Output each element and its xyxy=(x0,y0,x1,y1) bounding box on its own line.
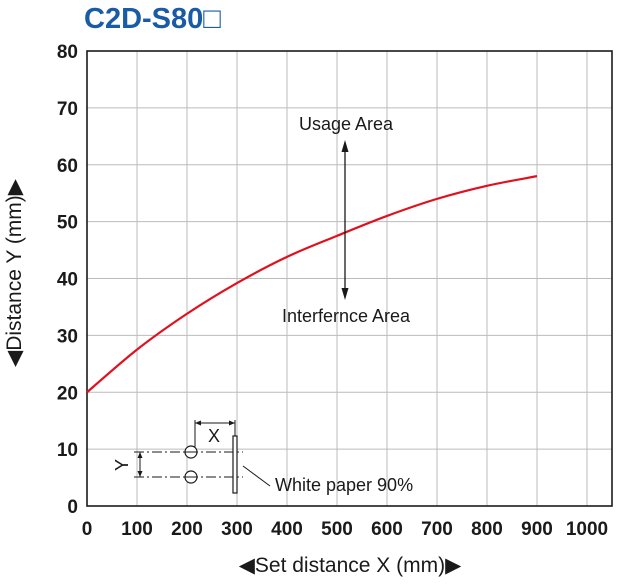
y-tick-label: 10 xyxy=(57,440,78,461)
chart-title: C2D-S80□ xyxy=(84,3,221,35)
y-tick-label: 70 xyxy=(57,99,78,120)
grid xyxy=(87,51,612,506)
arrow-down-small-icon xyxy=(137,471,143,477)
x-tick-label: 900 xyxy=(521,519,553,540)
y-tick-label: 30 xyxy=(57,326,78,347)
plot-frame xyxy=(86,50,613,507)
double-arrow xyxy=(341,140,349,300)
x-tick-label: 1000 xyxy=(566,519,608,540)
inset-x-label: X xyxy=(208,426,220,446)
arrow-down-icon xyxy=(341,288,349,300)
arrow-left-icon xyxy=(195,420,201,426)
x-axis-label: ◀Set distance X (mm)▶ xyxy=(239,554,462,577)
x-tick-label: 700 xyxy=(421,519,453,540)
interference-area-label: Interfernce Area xyxy=(282,306,411,326)
y-tick-labels: 0 10 20 30 40 50 60 70 80 xyxy=(57,42,78,518)
series-layer xyxy=(86,175,538,394)
y-tick-label: 20 xyxy=(57,383,78,404)
inset-y-label: Y xyxy=(112,459,132,471)
y-tick-label: 50 xyxy=(57,213,78,234)
x-tick-label: 300 xyxy=(221,519,253,540)
x-tick-labels: 0 100 200 300 400 500 600 700 800 900 1000 xyxy=(82,519,608,540)
x-tick-label: 800 xyxy=(471,519,503,540)
inset-diagram: X Y White paper 90% xyxy=(112,420,413,495)
x-tick-label: 600 xyxy=(371,519,403,540)
x-tick-label: 500 xyxy=(321,519,353,540)
paper-leader-line xyxy=(242,465,271,487)
y-tick-label: 0 xyxy=(67,497,78,518)
y-tick-label: 80 xyxy=(57,42,78,63)
series-line-0 xyxy=(86,175,538,394)
y-tick-label: 60 xyxy=(57,156,78,177)
inset-paper-label: White paper 90% xyxy=(275,475,413,495)
arrow-up-small-icon xyxy=(137,452,143,458)
x-tick-label: 400 xyxy=(271,519,303,540)
y-tick-label: 40 xyxy=(57,270,78,291)
x-tick-label: 100 xyxy=(121,519,153,540)
white-paper-target xyxy=(232,435,238,494)
x-tick-label: 0 xyxy=(82,519,93,540)
arrow-right-icon xyxy=(229,420,235,426)
arrow-up-icon xyxy=(341,140,349,152)
usage-area-label: Usage Area xyxy=(299,114,394,134)
x-tick-label: 200 xyxy=(171,519,203,540)
y-axis-label: ◀Distance Y (mm)▶ xyxy=(3,178,26,367)
